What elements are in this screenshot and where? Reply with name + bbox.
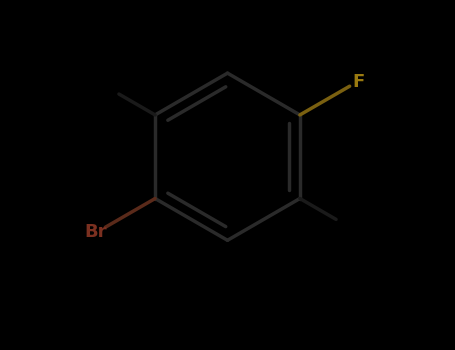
- Text: F: F: [353, 73, 365, 91]
- Text: Br: Br: [84, 223, 106, 241]
